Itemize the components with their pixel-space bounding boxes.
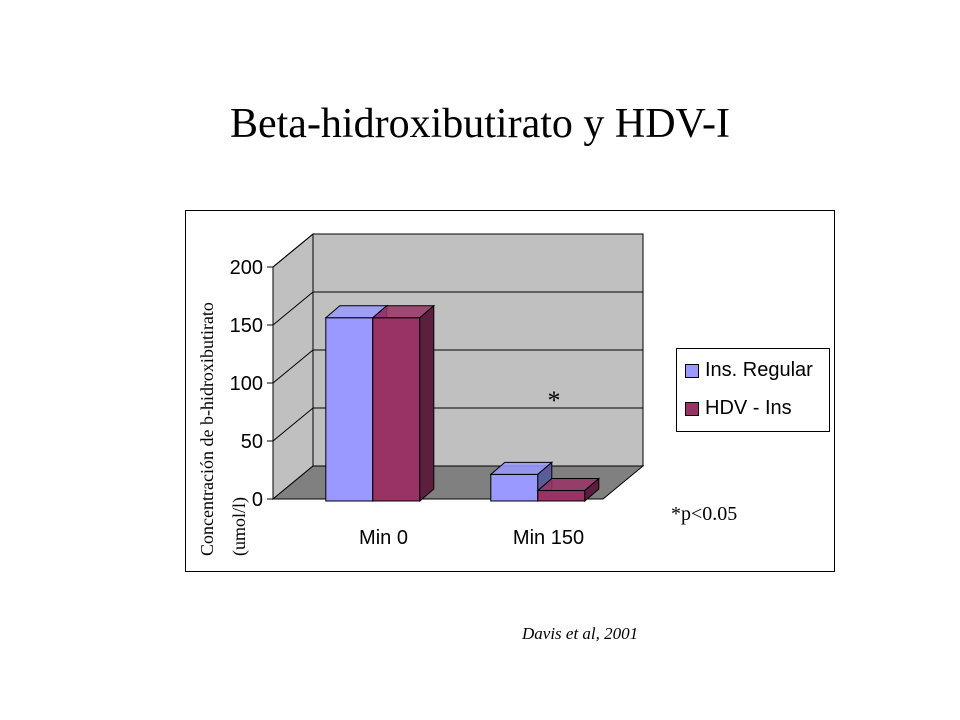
y-tick-label: 150: [230, 315, 263, 337]
significance-asterisk: *: [548, 386, 561, 415]
chart-legend: Ins. Regular HDV - Ins: [676, 348, 830, 432]
y-tick-label: 100: [230, 373, 263, 395]
legend-item-hdv-ins: HDV - Ins: [685, 397, 792, 420]
significance-note: *p<0.05: [671, 503, 738, 525]
x-tick-label: Min 0: [359, 527, 408, 549]
legend-item-ins-regular: Ins. Regular: [685, 359, 813, 382]
y-tick-label: 200: [230, 257, 263, 279]
bar-min-150-s0: [490, 473, 539, 502]
gridline-side: [272, 291, 314, 326]
bar-side: [584, 477, 600, 503]
y-tick-label: 0: [252, 489, 263, 511]
x-tick-label: Min 150: [513, 527, 584, 549]
bar-min-150-s1: [537, 490, 586, 502]
legend-swatch-ins-regular: [685, 363, 699, 378]
slide-title: Beta-hidroxibutirato y HDV-I: [229, 101, 731, 147]
legend-label-ins-regular: Ins. Regular: [705, 359, 813, 381]
gridline-side: [272, 407, 314, 442]
legend-swatch-hdv-ins: [685, 401, 699, 416]
gridline-side: [272, 349, 314, 384]
legend-label-hdv-ins: HDV - Ins: [705, 397, 792, 419]
y-axis-title: Concentración de b-hidroxibutirato (umol…: [185, 210, 255, 572]
bar-side: [419, 304, 435, 503]
y-axis-title-line-1: Concentración de b-hidroxibutirato: [197, 302, 217, 556]
y-tick-label: 50: [241, 431, 263, 453]
y-axis-title-line-2: (umol/l): [229, 497, 249, 556]
bar-min-0-s0: [325, 317, 374, 502]
bar-min-0-s1: [372, 317, 421, 502]
citation: Davis et al, 2001: [522, 624, 639, 643]
chart-svg: 0 50 100 150 200 Min 0 Min 150 *: [230, 232, 645, 549]
gridline-side: [272, 233, 314, 268]
